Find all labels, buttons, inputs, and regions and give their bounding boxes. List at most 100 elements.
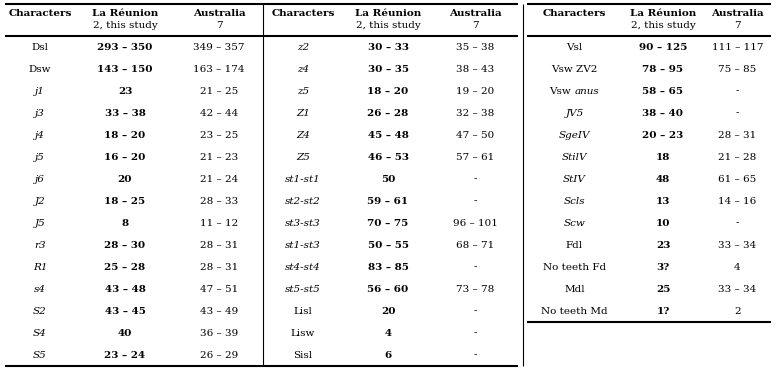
Text: S2: S2	[33, 307, 47, 315]
Text: 38 – 43: 38 – 43	[456, 64, 494, 74]
Text: 30 – 35: 30 – 35	[368, 64, 408, 74]
Text: 96 – 101: 96 – 101	[453, 218, 498, 228]
Text: z5: z5	[297, 87, 309, 96]
Text: 3?: 3?	[656, 263, 670, 272]
Text: 46 – 53: 46 – 53	[368, 153, 408, 161]
Text: st5-st5: st5-st5	[285, 285, 320, 294]
Text: 23: 23	[118, 87, 132, 96]
Text: -: -	[474, 263, 477, 272]
Text: 35 – 38: 35 – 38	[456, 42, 494, 51]
Text: 14 – 16: 14 – 16	[719, 196, 757, 205]
Text: 59 – 61: 59 – 61	[368, 196, 408, 205]
Text: Vsl: Vsl	[566, 42, 583, 51]
Text: Characters: Characters	[543, 10, 606, 19]
Text: 21 – 24: 21 – 24	[200, 174, 238, 183]
Text: 16 – 20: 16 – 20	[104, 153, 146, 161]
Text: 50 – 55: 50 – 55	[368, 241, 408, 250]
Text: 8: 8	[121, 218, 129, 228]
Text: -: -	[474, 328, 477, 337]
Text: j3: j3	[35, 109, 45, 118]
Text: Vsw ZV2: Vsw ZV2	[551, 64, 598, 74]
Text: 18 – 20: 18 – 20	[367, 87, 409, 96]
Text: 33 – 38: 33 – 38	[105, 109, 145, 118]
Text: -: -	[736, 109, 740, 118]
Text: j6: j6	[35, 174, 45, 183]
Text: 25: 25	[656, 285, 670, 294]
Text: S4: S4	[33, 328, 47, 337]
Text: Z4: Z4	[296, 131, 310, 140]
Text: 48: 48	[656, 174, 670, 183]
Text: 36 – 39: 36 – 39	[200, 328, 238, 337]
Text: -: -	[736, 218, 740, 228]
Text: st3-st3: st3-st3	[285, 218, 320, 228]
Text: st1-st1: st1-st1	[285, 174, 320, 183]
Text: 163 – 174: 163 – 174	[193, 64, 244, 74]
Text: 40: 40	[118, 328, 132, 337]
Text: 20 – 23: 20 – 23	[643, 131, 684, 140]
Text: StIV: StIV	[563, 174, 586, 183]
Text: Scls: Scls	[563, 196, 585, 205]
Text: 90 – 125: 90 – 125	[639, 42, 688, 51]
Text: La Réunion: La Réunion	[92, 10, 158, 19]
Text: 43 – 49: 43 – 49	[200, 307, 238, 315]
Text: 58 – 65: 58 – 65	[643, 87, 684, 96]
Text: Z1: Z1	[296, 109, 310, 118]
Text: 47 – 51: 47 – 51	[200, 285, 238, 294]
Text: 18: 18	[656, 153, 670, 161]
Text: st1-st3: st1-st3	[285, 241, 320, 250]
Text: 26 – 29: 26 – 29	[200, 350, 238, 359]
Text: 19 – 20: 19 – 20	[456, 87, 494, 96]
Text: 32 – 38: 32 – 38	[456, 109, 494, 118]
Text: S5: S5	[33, 350, 47, 359]
Text: 21 – 23: 21 – 23	[200, 153, 238, 161]
Text: -: -	[474, 196, 477, 205]
Text: s4: s4	[34, 285, 46, 294]
Text: SgeIV: SgeIV	[559, 131, 591, 140]
Text: StilV: StilV	[562, 153, 587, 161]
Text: 47 – 50: 47 – 50	[456, 131, 494, 140]
Text: st2-st2: st2-st2	[285, 196, 320, 205]
Text: 20: 20	[381, 307, 395, 315]
Text: La Réunion: La Réunion	[630, 10, 696, 19]
Text: 4: 4	[734, 263, 741, 272]
Text: 111 – 117: 111 – 117	[712, 42, 764, 51]
Text: 20: 20	[118, 174, 132, 183]
Text: 10: 10	[656, 218, 670, 228]
Text: 57 – 61: 57 – 61	[456, 153, 494, 161]
Text: Fdl: Fdl	[566, 241, 583, 250]
Text: z2: z2	[297, 42, 309, 51]
Text: R1: R1	[33, 263, 47, 272]
Text: 2, this study: 2, this study	[92, 22, 158, 31]
Text: Lisw: Lisw	[291, 328, 315, 337]
Text: Australia: Australia	[449, 10, 502, 19]
Text: Scw: Scw	[563, 218, 585, 228]
Text: Dsl: Dsl	[32, 42, 48, 51]
Text: 43 – 48: 43 – 48	[105, 285, 145, 294]
Text: J2: J2	[35, 196, 45, 205]
Text: r3: r3	[34, 241, 46, 250]
Text: 38 – 40: 38 – 40	[643, 109, 684, 118]
Text: Vsw: Vsw	[549, 87, 574, 96]
Text: JV5: JV5	[566, 109, 584, 118]
Text: st4-st4: st4-st4	[285, 263, 320, 272]
Text: 23 – 24: 23 – 24	[105, 350, 146, 359]
Text: 28 – 30: 28 – 30	[105, 241, 146, 250]
Text: Australia: Australia	[192, 10, 245, 19]
Text: 7: 7	[216, 22, 222, 31]
Text: 23: 23	[656, 241, 670, 250]
Text: 2, this study: 2, this study	[355, 22, 421, 31]
Text: z4: z4	[297, 64, 309, 74]
Text: 56 – 60: 56 – 60	[367, 285, 409, 294]
Text: 293 – 350: 293 – 350	[97, 42, 153, 51]
Text: 6: 6	[384, 350, 392, 359]
Text: 28 – 33: 28 – 33	[200, 196, 238, 205]
Text: -: -	[474, 350, 477, 359]
Text: 70 – 75: 70 – 75	[367, 218, 409, 228]
Text: Characters: Characters	[272, 10, 334, 19]
Text: No teeth Md: No teeth Md	[541, 307, 608, 315]
Text: No teeth Fd: No teeth Fd	[543, 263, 606, 272]
Text: 28 – 31: 28 – 31	[200, 241, 238, 250]
Text: 7: 7	[734, 22, 741, 31]
Text: 13: 13	[656, 196, 670, 205]
Text: 61 – 65: 61 – 65	[719, 174, 757, 183]
